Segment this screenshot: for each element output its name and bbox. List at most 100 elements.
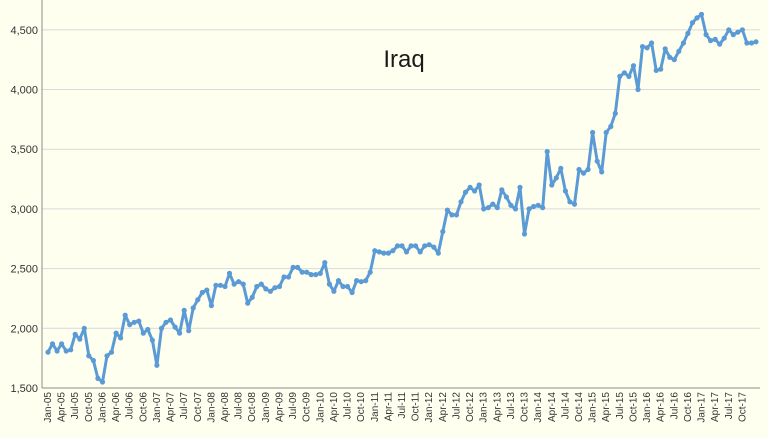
data-point [77,336,83,342]
x-tick-label: Apr-12 [438,392,449,422]
data-point [245,300,251,306]
data-point [267,288,273,294]
data-point [258,281,264,287]
data-point [531,203,537,210]
x-tick-label: Jan-10 [315,392,326,423]
data-point [608,123,614,130]
data-point [735,29,741,35]
data-point [358,279,364,285]
data-point [122,312,128,318]
data-point [689,20,696,26]
data-point [444,207,450,213]
data-point [694,15,700,21]
data-point [45,349,51,355]
x-tick-label: Oct-16 [683,392,694,422]
x-tick-label: Jul-06 [125,392,136,420]
y-tick-label: 1,500 [10,383,38,395]
data-point [553,175,559,181]
data-point [426,242,432,248]
data-point [621,70,628,76]
data-point [86,353,92,359]
data-point [540,205,546,211]
x-tick-label: Apr-05 [57,392,68,422]
data-point [753,39,759,45]
x-tick-label: Jan-09 [261,392,272,423]
data-point [127,322,133,328]
data-point [717,41,723,47]
data-points [45,11,759,385]
x-tick-label: Jul-16 [669,392,680,420]
data-point [549,182,555,188]
data-point [172,324,178,330]
data-point [571,201,578,207]
x-tick-label: Jan-16 [642,392,653,423]
data-point [145,326,151,333]
data-point [499,187,505,193]
data-point [363,278,369,284]
data-point [562,188,569,194]
data-point [422,243,428,249]
data-point [399,243,405,249]
data-point [199,289,205,296]
x-tick-label: Apr-09 [274,392,285,422]
x-tick-label: Apr-17 [710,392,721,422]
data-point [113,330,119,336]
data-point [167,317,174,323]
data-point [671,57,677,63]
data-point [726,27,732,33]
data-point [313,272,319,278]
x-tick-label: Apr-10 [329,392,340,422]
data-point [54,348,60,354]
x-tick-label: Oct-12 [465,392,476,422]
x-tick-label: Apr-11 [383,392,394,422]
data-point [344,283,351,290]
data-point [512,206,519,212]
data-point [567,199,573,205]
data-point [72,331,78,337]
data-point [508,202,514,208]
data-point [385,250,391,256]
data-point [322,260,328,266]
data-point [263,286,269,292]
data-point [281,274,287,280]
data-point [481,206,487,212]
x-tick-label: Oct-14 [574,392,585,422]
data-point [236,279,242,285]
data-point [485,205,491,211]
data-point [544,149,550,155]
data-point [381,250,387,256]
x-tick-label: Oct-15 [628,392,639,422]
y-tick-label: 4,000 [10,85,38,97]
data-point [349,289,355,296]
gridlines [42,29,760,329]
data-point [676,48,682,54]
data-point [576,166,582,173]
data-point [490,201,496,207]
x-tick-label: Oct-09 [302,392,313,422]
y-tick-label: 4,500 [10,25,38,37]
data-point [644,45,650,51]
data-point [304,269,310,275]
x-tick-label: Jul-08 [234,392,245,420]
data-point [662,46,668,52]
data-point [195,297,201,303]
data-point [462,189,469,195]
data-point [308,272,314,278]
x-tick-label: Jul-17 [724,392,735,420]
data-point [222,283,228,290]
data-point [335,278,342,284]
data-point [708,38,714,44]
data-point [299,269,305,275]
x-tick-label: Oct-06 [138,392,149,422]
data-point [240,281,246,287]
data-point [331,288,337,294]
data-point [453,212,460,218]
data-point [635,86,641,93]
x-tick-label: Oct-05 [84,392,95,422]
x-tick-label: Apr-16 [656,392,667,422]
data-point [226,270,233,276]
data-point [440,229,446,235]
data-point [467,184,473,190]
data-point [653,67,659,73]
data-point [326,281,332,287]
